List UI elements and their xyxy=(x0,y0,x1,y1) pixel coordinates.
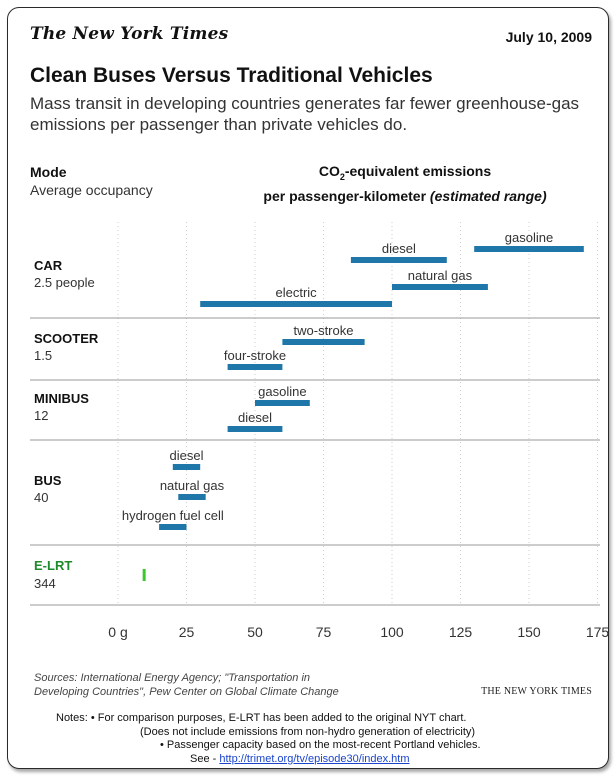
chart-title: Clean Buses Versus Traditional Vehicles xyxy=(30,64,433,87)
bar-bus-natural-gas xyxy=(178,494,206,500)
bar-scooter-two-stroke xyxy=(282,339,365,345)
bar-minibus-diesel xyxy=(227,426,283,432)
x-tick-100: 100 xyxy=(380,624,404,640)
notes-line4: See - http://trimet.org/tv/episode30/ind… xyxy=(30,753,610,767)
bar-label-car-diesel: diesel xyxy=(382,241,416,256)
metric-line1-b: -equivalent emissions xyxy=(344,163,492,179)
bar-car-diesel xyxy=(350,257,447,263)
bar-bus-hydrogen-fuel-cell xyxy=(159,524,187,530)
metric-line2-b: (estimated range) xyxy=(429,187,547,204)
chart-frame xyxy=(7,7,609,769)
x-tick-75: 75 xyxy=(316,624,332,640)
x-tick-25: 25 xyxy=(179,624,195,640)
bar-car-gasoline xyxy=(474,246,584,252)
occupancy-e-lrt: 344 xyxy=(34,576,56,591)
bar-label-bus-diesel: diesel xyxy=(170,448,204,463)
sources-line1: Sources: International Energy Agency; "T… xyxy=(34,672,310,684)
x-tick-50: 50 xyxy=(247,624,263,640)
x-tick-175: 175 xyxy=(586,624,610,640)
bar-e-lrt xyxy=(142,569,146,581)
bar-label-bus-hydrogen-fuel-cell: hydrogen fuel cell xyxy=(122,508,224,523)
x-tick-150: 150 xyxy=(517,624,541,640)
credit: THE NEW YORK TIMES xyxy=(481,686,592,697)
bar-car-electric xyxy=(200,301,392,307)
metric-header: CO2-equivalent emissions per passenger-k… xyxy=(205,162,605,206)
bar-label-scooter-two-stroke: two-stroke xyxy=(294,323,354,338)
bar-label-car-electric: electric xyxy=(276,285,318,300)
metric-line2-a: per passenger-kilometer xyxy=(263,187,430,204)
bar-label-scooter-four-stroke: four-stroke xyxy=(224,348,286,363)
occupancy-header: Average occupancy xyxy=(30,182,153,198)
occupancy-bus: 40 xyxy=(34,490,48,505)
bar-car-natural-gas xyxy=(392,284,488,290)
mode-label-bus: BUS xyxy=(34,473,62,488)
mode-label-scooter: SCOOTER xyxy=(34,331,99,346)
episode-link[interactable]: http://trimet.org/tv/episode30/index.htm xyxy=(219,752,410,765)
notes-line1: Notes: • For comparison purposes, E-LRT … xyxy=(56,712,467,724)
bar-label-bus-natural-gas: natural gas xyxy=(160,478,225,493)
x-tick-125: 125 xyxy=(449,624,473,640)
publication-date: July 10, 2009 xyxy=(505,29,592,45)
mode-header: Mode xyxy=(30,164,67,180)
mode-label-minibus: MINIBUS xyxy=(34,391,89,406)
bar-minibus-gasoline xyxy=(255,400,310,406)
sources-line2: Developing Countries", Pew Center on Glo… xyxy=(34,686,339,698)
notes-line2: (Does not include emissions from non-hyd… xyxy=(140,725,476,738)
bar-bus-diesel xyxy=(172,464,201,470)
masthead: The New York Times xyxy=(30,24,229,44)
mode-label-car: CAR xyxy=(34,258,63,273)
metric-subscript: 2 xyxy=(339,171,345,182)
notes-see-prefix: See - xyxy=(190,752,220,765)
metric-line1-a: CO xyxy=(318,163,340,179)
notes-line3: • Passenger capacity based on the most-r… xyxy=(160,739,481,751)
bar-scooter-four-stroke xyxy=(227,364,283,370)
bar-label-minibus-gasoline: gasoline xyxy=(258,384,306,399)
mode-label-e-lrt: E-LRT xyxy=(34,558,72,573)
bar-label-car-gasoline: gasoline xyxy=(505,230,553,245)
occupancy-scooter: 1.5 xyxy=(34,348,52,363)
occupancy-minibus: 12 xyxy=(34,408,48,423)
bar-label-car-natural-gas: natural gas xyxy=(408,268,473,283)
bar-label-minibus-diesel: diesel xyxy=(238,410,272,425)
occupancy-car: 2.5 people xyxy=(34,275,95,290)
sources: Sources: International Energy Agency; "T… xyxy=(34,671,339,699)
chart-subtitle: Mass transit in developing countries gen… xyxy=(30,94,580,134)
notes: Notes: • For comparison purposes, E-LRT … xyxy=(30,712,610,766)
x-tick-0g: 0 g xyxy=(108,624,127,640)
